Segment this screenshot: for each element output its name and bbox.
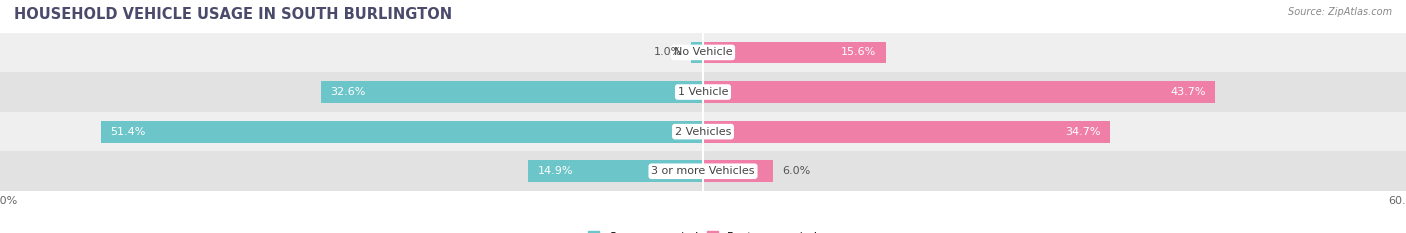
Text: 6.0%: 6.0% (783, 166, 811, 176)
Bar (703, 160, 773, 182)
Text: 15.6%: 15.6% (841, 48, 876, 57)
Text: 34.7%: 34.7% (1064, 127, 1101, 137)
Bar (0, 112, 1406, 151)
Bar (101, 121, 703, 143)
Text: No Vehicle: No Vehicle (673, 48, 733, 57)
Legend: Owner-occupied, Renter-occupied: Owner-occupied, Renter-occupied (588, 231, 818, 233)
Text: 51.4%: 51.4% (110, 127, 145, 137)
Text: Source: ZipAtlas.com: Source: ZipAtlas.com (1288, 7, 1392, 17)
Bar (529, 160, 703, 182)
Bar (703, 121, 1109, 143)
Text: 43.7%: 43.7% (1170, 87, 1206, 97)
Bar (703, 81, 1215, 103)
Bar (0, 33, 1406, 72)
Text: 1.0%: 1.0% (654, 48, 682, 57)
Text: 14.9%: 14.9% (538, 166, 574, 176)
Text: 1 Vehicle: 1 Vehicle (678, 87, 728, 97)
Bar (692, 41, 703, 63)
Text: 3 or more Vehicles: 3 or more Vehicles (651, 166, 755, 176)
Bar (0, 151, 1406, 191)
Bar (321, 81, 703, 103)
Bar (703, 41, 886, 63)
Text: HOUSEHOLD VEHICLE USAGE IN SOUTH BURLINGTON: HOUSEHOLD VEHICLE USAGE IN SOUTH BURLING… (14, 7, 453, 22)
Text: 2 Vehicles: 2 Vehicles (675, 127, 731, 137)
Text: 32.6%: 32.6% (330, 87, 366, 97)
Bar (0, 72, 1406, 112)
